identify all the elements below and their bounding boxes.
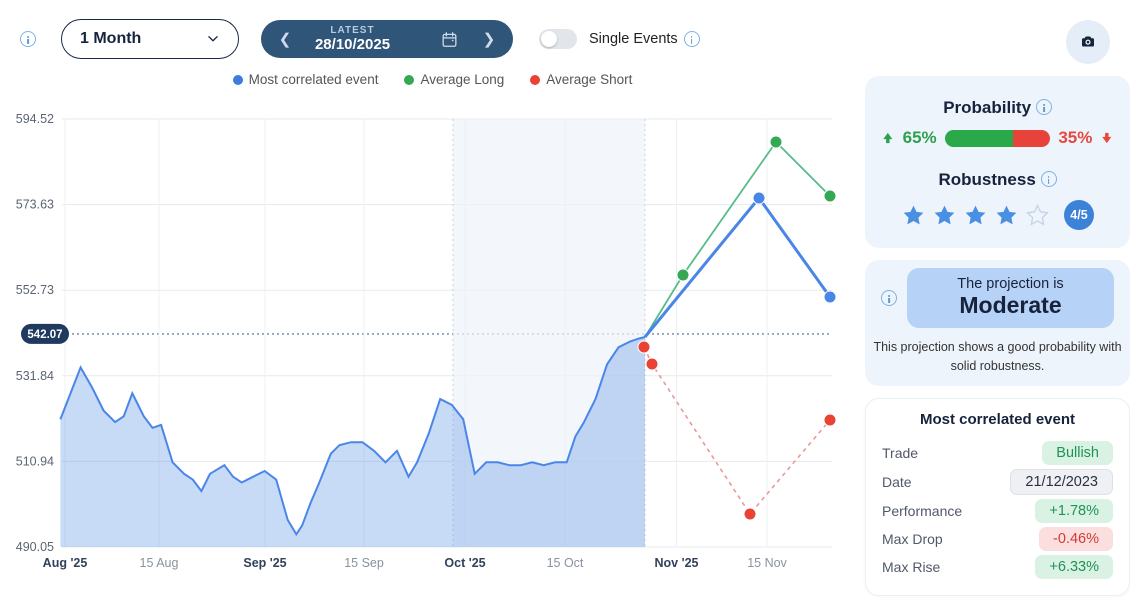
svg-text:594.52: 594.52: [16, 112, 54, 126]
svg-text:Oct '25: Oct '25: [444, 556, 485, 570]
svg-text:15 Oct: 15 Oct: [547, 556, 584, 570]
svg-text:542.07: 542.07: [27, 329, 62, 341]
svg-text:552.73: 552.73: [16, 283, 54, 297]
svg-text:Aug '25: Aug '25: [43, 556, 88, 570]
svg-text:573.63: 573.63: [16, 198, 54, 212]
svg-text:15 Nov: 15 Nov: [747, 556, 787, 570]
svg-text:15 Aug: 15 Aug: [140, 556, 179, 570]
svg-text:15 Sep: 15 Sep: [344, 556, 384, 570]
svg-text:531.84: 531.84: [16, 369, 54, 383]
svg-text:Nov '25: Nov '25: [655, 556, 699, 570]
svg-text:510.94: 510.94: [16, 454, 54, 468]
svg-text:Sep '25: Sep '25: [243, 556, 286, 570]
svg-text:490.05: 490.05: [16, 540, 54, 554]
